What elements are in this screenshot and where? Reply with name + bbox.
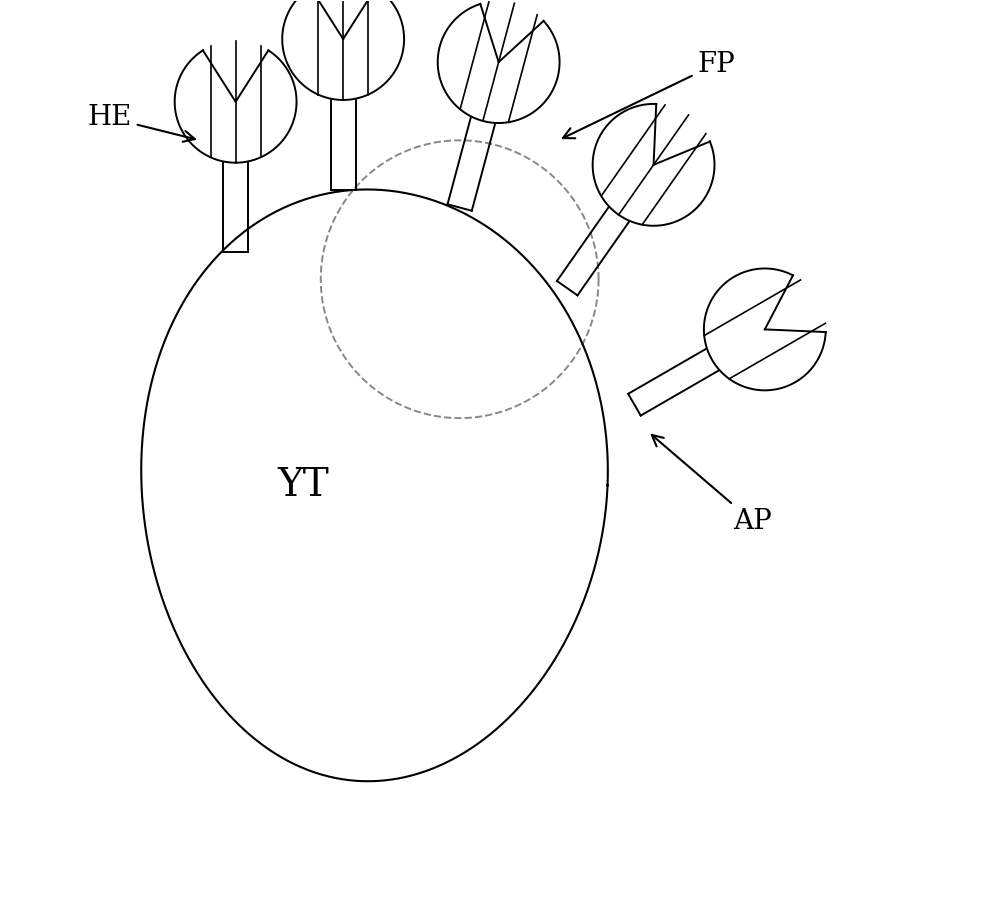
Text: HE: HE [88,104,195,142]
Text: YT: YT [277,467,329,503]
Text: FP: FP [563,50,735,138]
Text: AP: AP [652,435,772,535]
